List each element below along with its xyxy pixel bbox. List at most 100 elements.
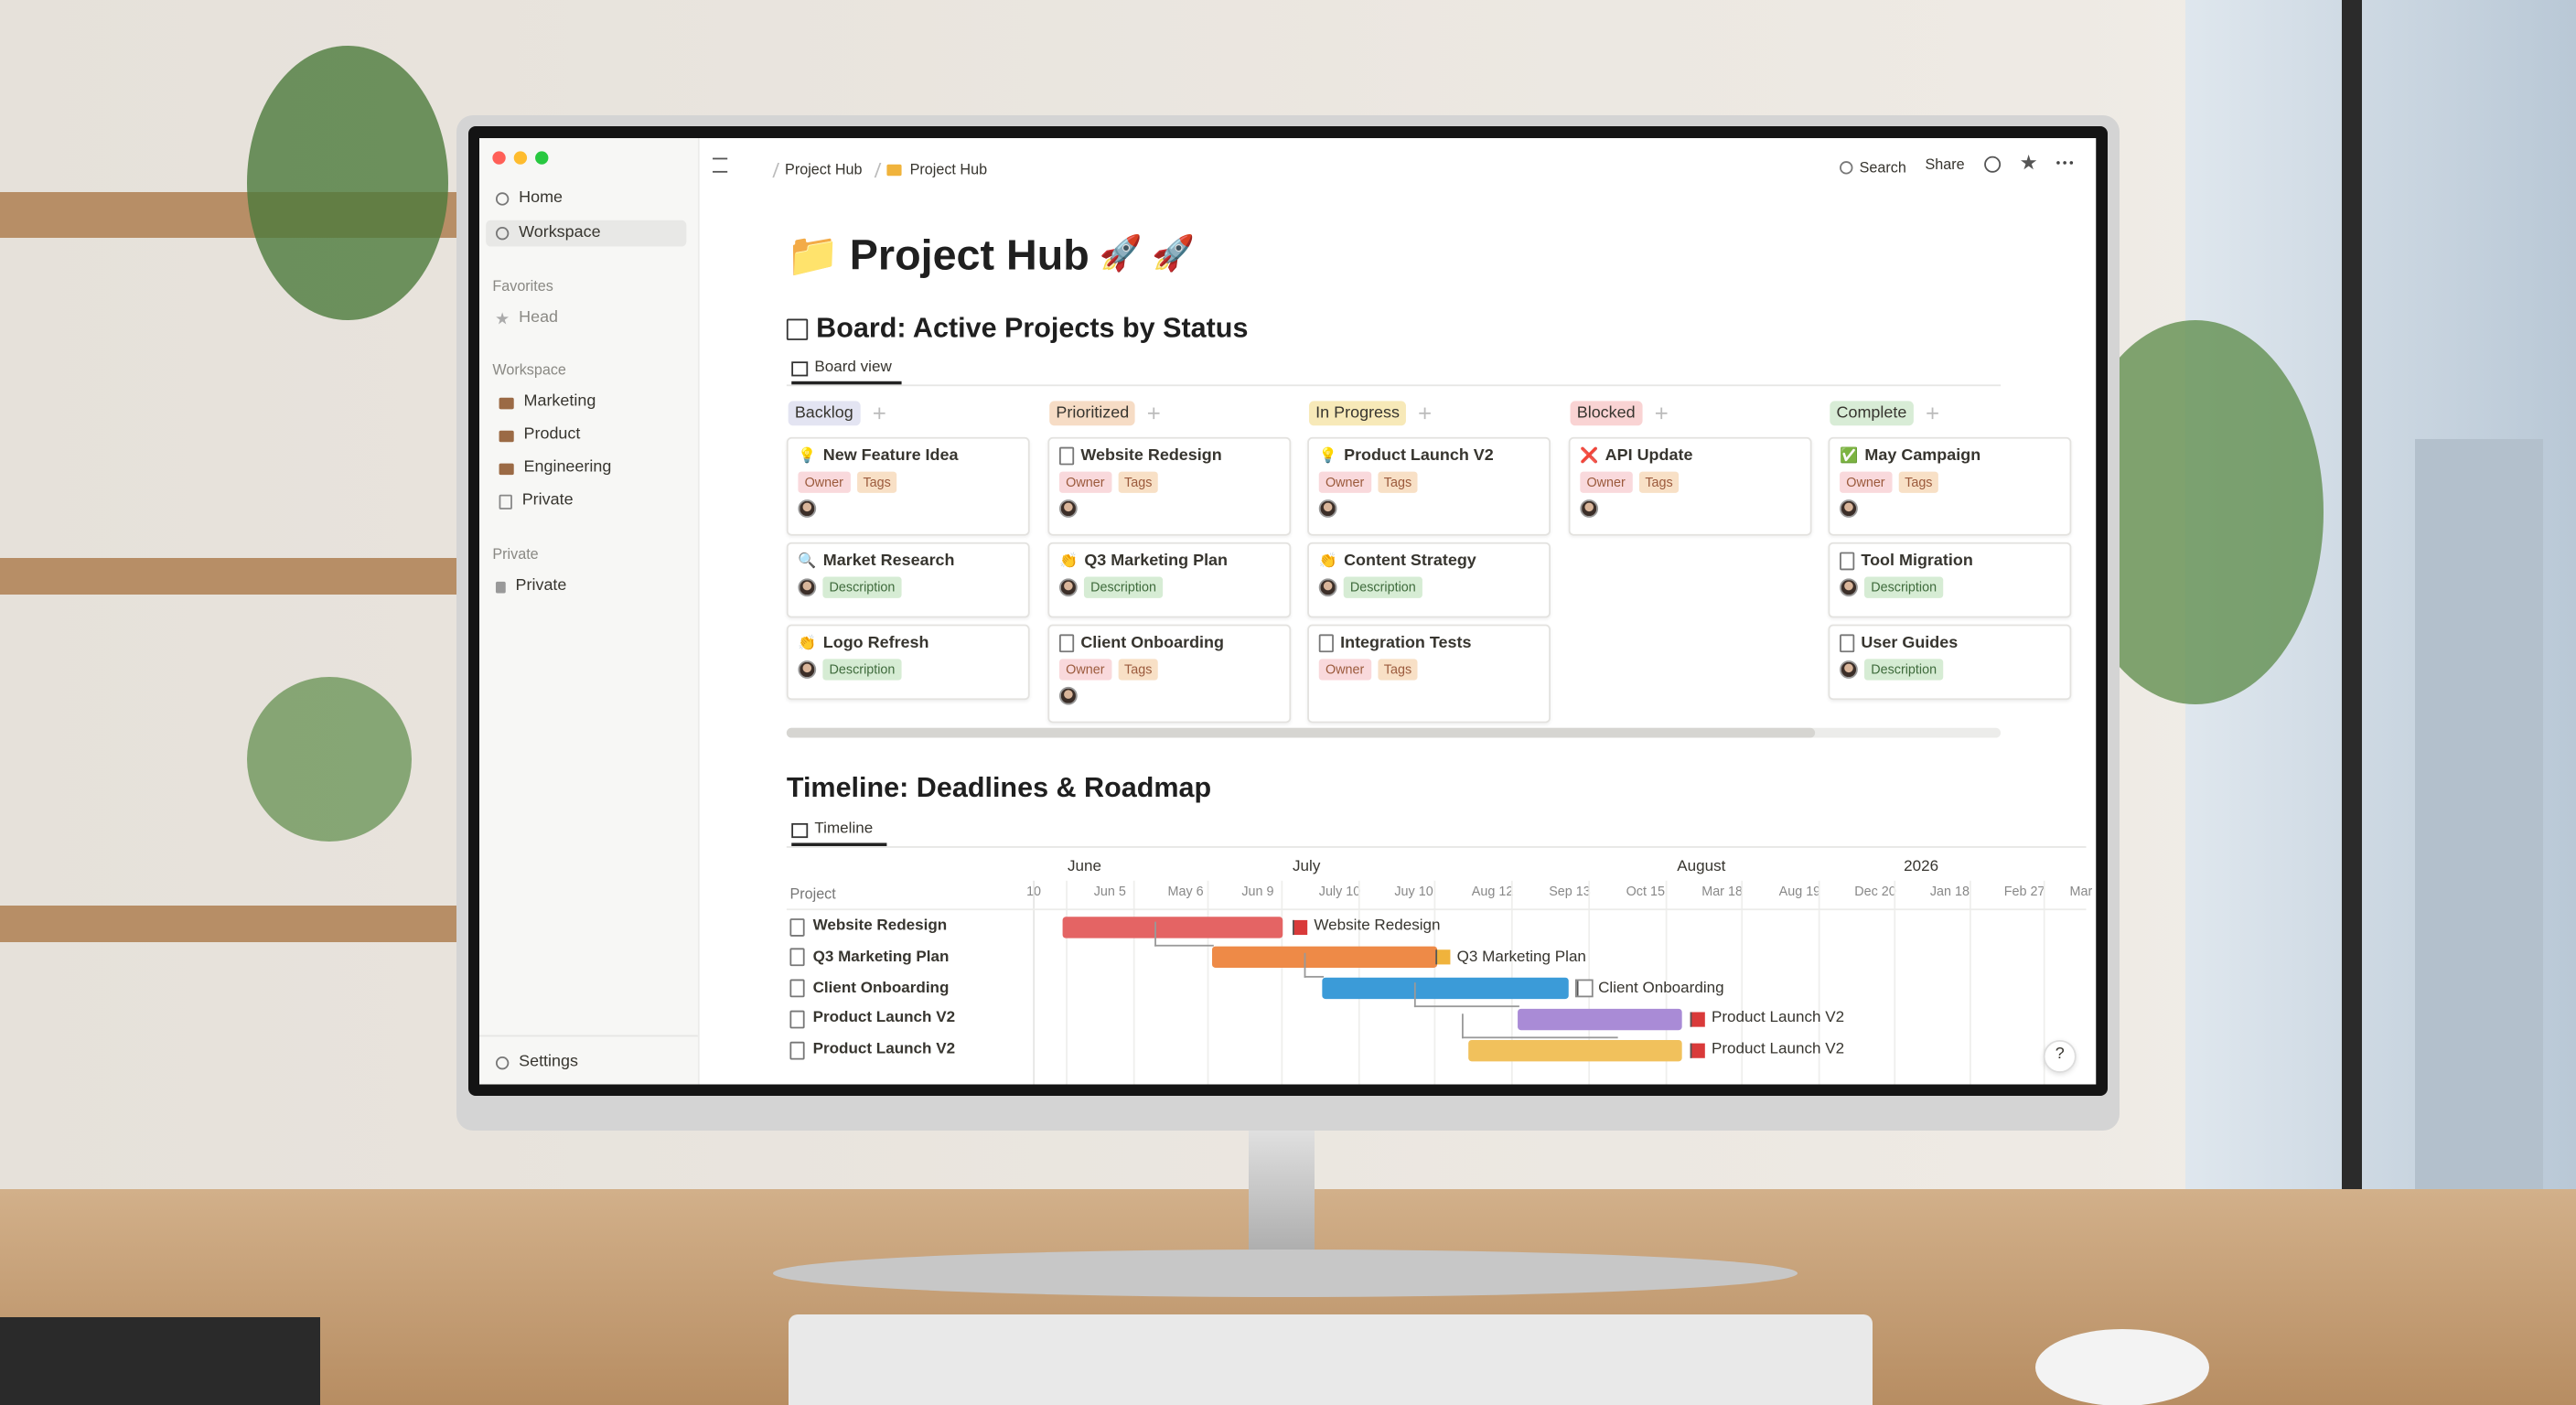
card[interactable]: Integration Tests Owner Tags <box>1307 624 1551 724</box>
card-icon: 👏 <box>1318 552 1337 569</box>
nav-label: Engineering <box>523 458 612 477</box>
card[interactable]: 👏 Content Strategy Description <box>1307 542 1551 618</box>
nav-item[interactable]: Settings <box>495 1050 578 1077</box>
tag-row: Description <box>1058 576 1280 598</box>
breadcrumb[interactable]: Project Hub <box>785 161 863 178</box>
nav-item[interactable]: Engineering <box>499 456 612 482</box>
add-card-button[interactable] <box>873 407 885 420</box>
page-title: 📁 Project Hub 🚀 🚀 <box>787 227 1195 283</box>
date-label: Jan 18 <box>1929 884 1970 899</box>
timeline-bar[interactable] <box>1322 977 1569 1000</box>
tag: Description <box>1083 576 1164 598</box>
nav-icon <box>495 192 510 206</box>
nav-label: Product <box>523 425 581 445</box>
section-title: Timeline: Deadlines & Roadmap <box>786 772 1212 804</box>
nav-item[interactable]: Head <box>496 306 558 332</box>
column-header: Prioritized <box>1049 401 1161 426</box>
timeline-bar[interactable] <box>1212 947 1438 969</box>
search-label: Search <box>1859 159 1906 177</box>
card[interactable]: Tool Migration Description <box>1828 542 2072 618</box>
tag-row: Owner Tags <box>1840 471 2060 493</box>
date-label: Oct 15 <box>1626 884 1665 899</box>
tag: Tags <box>1897 471 1939 493</box>
tag: Owner <box>1058 659 1111 681</box>
view-tab[interactable]: Timeline <box>791 817 886 847</box>
project-row[interactable]: Website Redesign <box>789 914 947 940</box>
project-row[interactable]: Product Launch V2 <box>789 1006 955 1033</box>
card[interactable]: Website Redesign Owner Tags <box>1047 436 1292 536</box>
breadcrumbs: Project Hub Project Hub <box>766 156 988 183</box>
add-card-button[interactable] <box>1419 407 1432 420</box>
dot <box>2063 161 2066 165</box>
tag: Tags <box>1377 659 1419 681</box>
share-button[interactable]: Share <box>1925 156 1965 173</box>
doc-icon <box>1840 552 1855 571</box>
card[interactable]: 👏 Q3 Marketing Plan Description <box>1047 542 1292 618</box>
card-title-text: Content Strategy <box>1344 552 1476 571</box>
project-row[interactable]: Product Launch V2 <box>789 1037 955 1064</box>
card-title: User Guides <box>1840 634 2060 653</box>
more-button[interactable] <box>2056 161 2074 165</box>
project-name: Product Launch V2 <box>812 1040 956 1059</box>
card-icon: 🔍 <box>798 552 817 569</box>
column-header: Blocked <box>1570 401 1667 426</box>
card[interactable]: 👏 Logo Refresh Description <box>786 624 1030 701</box>
menu-button[interactable] <box>713 157 728 173</box>
window-control[interactable] <box>513 151 528 165</box>
search-button[interactable]: Search <box>1840 155 1906 181</box>
nav-item[interactable]: Workspace <box>486 220 687 247</box>
tag: Owner <box>1318 471 1371 493</box>
avatar <box>798 578 817 597</box>
doc-icon <box>1058 446 1075 466</box>
nav-item[interactable]: Private <box>495 574 566 600</box>
card[interactable]: 💡 New Feature Idea Owner Tags <box>786 436 1030 536</box>
window-control[interactable] <box>492 151 506 165</box>
window-control[interactable] <box>535 151 549 165</box>
history-button[interactable] <box>1984 156 2002 173</box>
avatar <box>1840 660 1858 679</box>
card-title: 🔍 Market Research <box>798 552 1018 571</box>
card[interactable]: 🔍 Market Research Description <box>786 542 1030 618</box>
card[interactable]: ❌ API Update Owner Tags <box>1568 436 1812 536</box>
view-tab-label: Timeline <box>814 820 874 839</box>
timeline-bar[interactable] <box>1062 916 1283 938</box>
add-card-button[interactable] <box>1655 407 1667 420</box>
tag: Owner <box>798 471 851 493</box>
tag: Tags <box>856 471 898 493</box>
date-label: May 6 <box>1167 884 1204 899</box>
date-label: Jun 5 <box>1093 884 1126 899</box>
board-column: 💡 New Feature Idea Owner Tags 🔍 Market Resear… <box>786 436 1030 701</box>
tag: Tags <box>1117 659 1159 681</box>
help-button[interactable]: ? <box>2043 1040 2077 1073</box>
card[interactable]: ✅ May Campaign Owner Tags <box>1828 436 2072 536</box>
add-card-button[interactable] <box>1926 407 1938 420</box>
nav-item[interactable]: Private <box>499 488 574 515</box>
avatar <box>1058 499 1078 518</box>
timeline-bar[interactable] <box>1468 1039 1682 1061</box>
nav-icon <box>499 493 512 509</box>
card[interactable]: Client Onboarding Owner Tags <box>1047 624 1292 724</box>
breadcrumb[interactable]: Project Hub <box>909 161 988 178</box>
project-row[interactable]: Client Onboarding <box>789 975 949 1002</box>
timeline-bar[interactable] <box>1518 1008 1682 1031</box>
breadcrumb-separator <box>867 162 882 177</box>
card[interactable]: 💡 Product Launch V2 Owner Tags <box>1307 436 1551 536</box>
card-title-text: Website Redesign <box>1080 446 1222 466</box>
scrollbar-thumb[interactable] <box>786 727 1816 738</box>
status-label: Complete <box>1830 401 1914 426</box>
favorite-button[interactable] <box>2021 154 2037 170</box>
view-tab[interactable]: Board view <box>791 355 902 385</box>
board-column: 💡 Product Launch V2 Owner Tags 👏 Content Stra… <box>1307 436 1551 724</box>
card-title-text: API Update <box>1605 446 1693 466</box>
nav-label: Home <box>519 188 564 208</box>
avatar <box>1058 686 1078 705</box>
mouse <box>2035 1329 2209 1405</box>
nav-item[interactable]: Home <box>495 186 564 212</box>
avatar <box>1318 578 1337 597</box>
card[interactable]: User Guides Description <box>1828 624 2072 701</box>
nav-item[interactable]: Product <box>499 423 581 449</box>
card-title: 👏 Q3 Marketing Plan <box>1059 552 1280 571</box>
nav-item[interactable]: Marketing <box>499 390 596 416</box>
project-row[interactable]: Q3 Marketing Plan <box>789 944 949 971</box>
add-card-button[interactable] <box>1148 407 1161 420</box>
